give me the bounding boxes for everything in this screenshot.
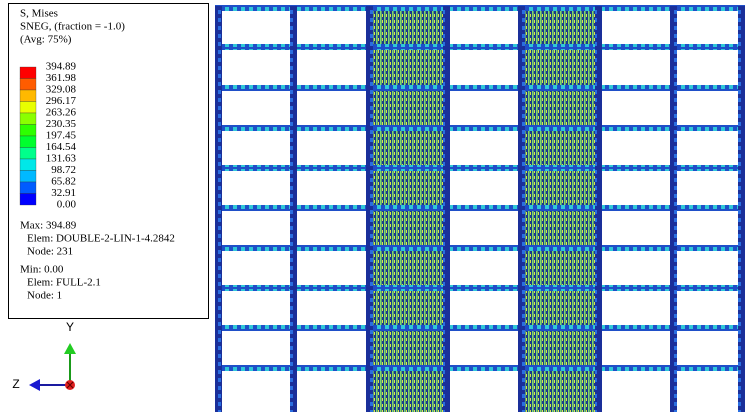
- legend-swatch: [20, 125, 36, 137]
- max-info: Elem: DOUBLE-2-LIN-1-4.2842: [27, 233, 175, 245]
- legend-level: 230.35: [46, 118, 77, 130]
- legend-level: 329.08: [46, 84, 77, 96]
- legend-level: 296.17: [46, 95, 77, 107]
- legend-level: 197.45: [46, 130, 77, 142]
- column: [215, 6, 222, 412]
- column: [366, 6, 373, 412]
- legend-title: S, Mises: [20, 8, 58, 20]
- legend-swatch: [20, 194, 36, 206]
- legend-swatch: [20, 113, 36, 125]
- legend-title: SNEG, (fraction = -1.0): [20, 21, 125, 33]
- min-info: Elem: FULL-2.1: [27, 277, 101, 289]
- legend-swatch: [20, 102, 36, 114]
- legend-title: (Avg: 75%): [20, 34, 72, 46]
- column: [670, 6, 677, 412]
- legend-level: 98.72: [51, 164, 76, 176]
- triad-z-label: Z: [12, 377, 19, 391]
- legend-swatch: [20, 182, 36, 194]
- column: [595, 6, 602, 412]
- legend-level: 0.00: [57, 199, 77, 211]
- legend-swatch: [20, 136, 36, 148]
- fe-model: [215, 5, 745, 412]
- legend-level: 361.98: [46, 72, 77, 84]
- legend-level: 164.54: [46, 141, 77, 153]
- legend-level: 65.82: [51, 176, 76, 188]
- triad-y-label: Y: [66, 320, 74, 334]
- viewport: S, MisesSNEG, (fraction = -1.0)(Avg: 75%…: [0, 0, 745, 412]
- max-info: Max: 394.89: [20, 220, 77, 232]
- column: [443, 6, 450, 412]
- legend-swatch: [20, 67, 36, 79]
- min-info: Min: 0.00: [20, 264, 64, 276]
- column: [290, 6, 297, 412]
- max-info: Node: 231: [27, 246, 73, 258]
- legend-swatch: [20, 171, 36, 183]
- legend-level: 263.26: [46, 107, 77, 119]
- legend-level: 394.89: [46, 61, 77, 73]
- column: [738, 6, 745, 412]
- legend-swatch: [20, 90, 36, 102]
- legend-swatch: [20, 159, 36, 171]
- min-info: Node: 1: [27, 290, 62, 302]
- triad: Y Z: [12, 320, 76, 391]
- column: [518, 6, 525, 412]
- legend-swatch: [20, 148, 36, 160]
- legend-swatch: [20, 79, 36, 91]
- legend-level: 32.91: [51, 187, 76, 199]
- legend-level: 131.63: [46, 153, 77, 165]
